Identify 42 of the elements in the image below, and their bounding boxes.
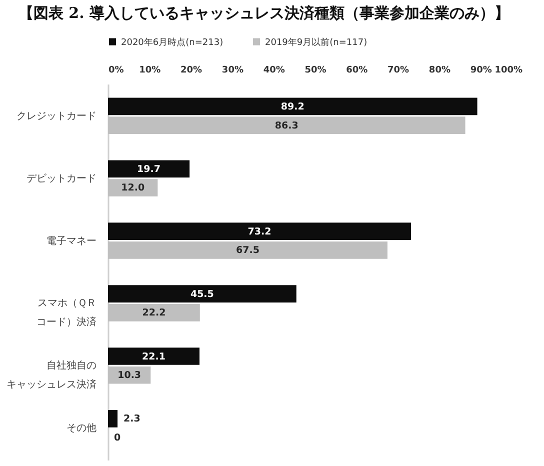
x-tick-label: 100% (494, 66, 522, 76)
data-label: 89.2 (280, 101, 304, 112)
y-tick-label: スマホ（ＱＲコード）決済 (36, 298, 96, 328)
chart-title: 【図表 2. 導入しているキャッシュレス決済種類（事業参加企業のみ）】 (18, 4, 510, 22)
y-tick-label: 自社独自のキャッシュレス決済 (6, 360, 96, 391)
data-label: 67.5 (236, 245, 260, 256)
data-label: 12.0 (121, 182, 145, 194)
bar (108, 222, 412, 240)
legend-label: 2020年6月時点(n=213) (121, 36, 224, 48)
bar (108, 285, 296, 302)
data-label: 10.3 (118, 370, 142, 382)
bar (108, 179, 158, 196)
x-tick-label: 90% (470, 66, 492, 76)
y-tick-label: 電子マネー (46, 236, 96, 247)
x-tick-label: 50% (304, 66, 326, 76)
data-label: 86.3 (274, 120, 298, 132)
bar (108, 116, 466, 134)
x-tick-label: 60% (346, 66, 368, 76)
x-tick-label: 80% (428, 66, 450, 76)
x-tick-label: 10% (139, 66, 161, 76)
x-tick-label: 0% (108, 66, 124, 76)
legend-label: 2019年9月以前(n=117) (265, 36, 368, 48)
bar (108, 410, 118, 428)
data-label: 0 (114, 432, 121, 444)
data-label: 2.3 (124, 414, 140, 425)
data-label: 22.1 (142, 351, 166, 362)
data-label: 45.5 (190, 288, 214, 300)
y-tick-label: その他 (66, 422, 96, 434)
data-label: 19.7 (137, 164, 161, 175)
bar (108, 160, 190, 178)
bar (108, 304, 200, 322)
x-tick-label: 30% (222, 66, 244, 76)
bar (108, 98, 478, 116)
x-tick-label: 40% (263, 66, 285, 76)
bar (108, 242, 388, 259)
data-label: 73.2 (248, 226, 272, 238)
y-tick-label: クレジットカード (16, 110, 96, 122)
x-tick-label: 70% (388, 66, 410, 76)
x-tick-label: 20% (180, 66, 202, 76)
bar (108, 348, 200, 365)
data-label: 22.2 (142, 308, 166, 319)
y-tick-label: デビットカード (26, 173, 96, 184)
